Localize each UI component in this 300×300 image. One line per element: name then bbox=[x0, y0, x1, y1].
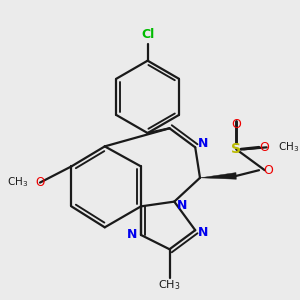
Text: CH$_3$: CH$_3$ bbox=[158, 278, 181, 292]
Text: N: N bbox=[198, 226, 208, 238]
Text: N: N bbox=[177, 199, 187, 212]
Text: Cl: Cl bbox=[141, 28, 154, 40]
Text: N: N bbox=[198, 137, 208, 150]
Text: S: S bbox=[231, 142, 241, 156]
Text: CH$_3$: CH$_3$ bbox=[7, 176, 28, 190]
Text: O: O bbox=[35, 176, 45, 189]
Text: CH$_3$: CH$_3$ bbox=[278, 140, 299, 154]
Text: O: O bbox=[263, 164, 273, 177]
Text: N: N bbox=[127, 229, 138, 242]
Polygon shape bbox=[200, 172, 236, 179]
Text: O: O bbox=[231, 118, 241, 131]
Text: O: O bbox=[259, 141, 269, 154]
